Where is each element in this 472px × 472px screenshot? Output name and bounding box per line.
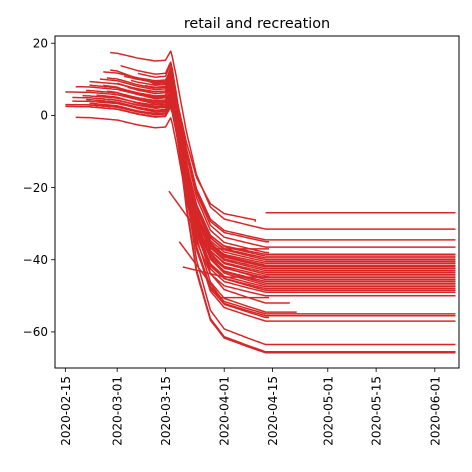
series-line xyxy=(151,75,257,222)
x-tick-label: 2020-05-01 xyxy=(321,376,335,446)
series-layer xyxy=(65,50,456,354)
y-tick-label: 0 xyxy=(40,109,48,123)
series-line xyxy=(110,67,456,346)
series-line xyxy=(155,83,270,319)
x-tick-label: 2020-02-15 xyxy=(59,376,73,446)
y-axis: 20 0 −20 −40 −60 xyxy=(23,37,55,339)
chart-title: retail and recreation xyxy=(184,16,330,32)
x-tick-label: 2020-03-15 xyxy=(159,376,173,446)
y-tick-label: −60 xyxy=(23,325,48,339)
series-line xyxy=(113,91,456,270)
y-tick-label: 20 xyxy=(33,37,48,51)
x-tick-label: 2020-04-15 xyxy=(266,376,280,446)
series-line xyxy=(144,77,270,243)
y-tick-label: −20 xyxy=(23,181,48,195)
y-tick-label: −40 xyxy=(23,253,48,267)
plot-frame xyxy=(54,35,460,369)
series-line xyxy=(127,81,456,292)
series-line xyxy=(120,61,456,281)
x-tick-label: 2020-03-01 xyxy=(111,376,125,446)
series-line xyxy=(130,73,456,267)
x-tick-label: 2020-06-01 xyxy=(428,376,442,446)
series-line xyxy=(110,50,456,230)
plot-area xyxy=(54,35,460,369)
x-axis: 2020-02-15 2020-03-01 2020-03-15 2020-04-01… xyxy=(59,368,442,446)
x-tick-label: 2020-04-01 xyxy=(218,376,232,446)
series-line xyxy=(168,190,270,250)
series-line xyxy=(137,63,290,304)
series-line xyxy=(182,266,270,278)
x-tick-label: 2020-05-15 xyxy=(370,376,384,446)
series-line xyxy=(75,116,456,297)
series-line xyxy=(178,241,270,299)
